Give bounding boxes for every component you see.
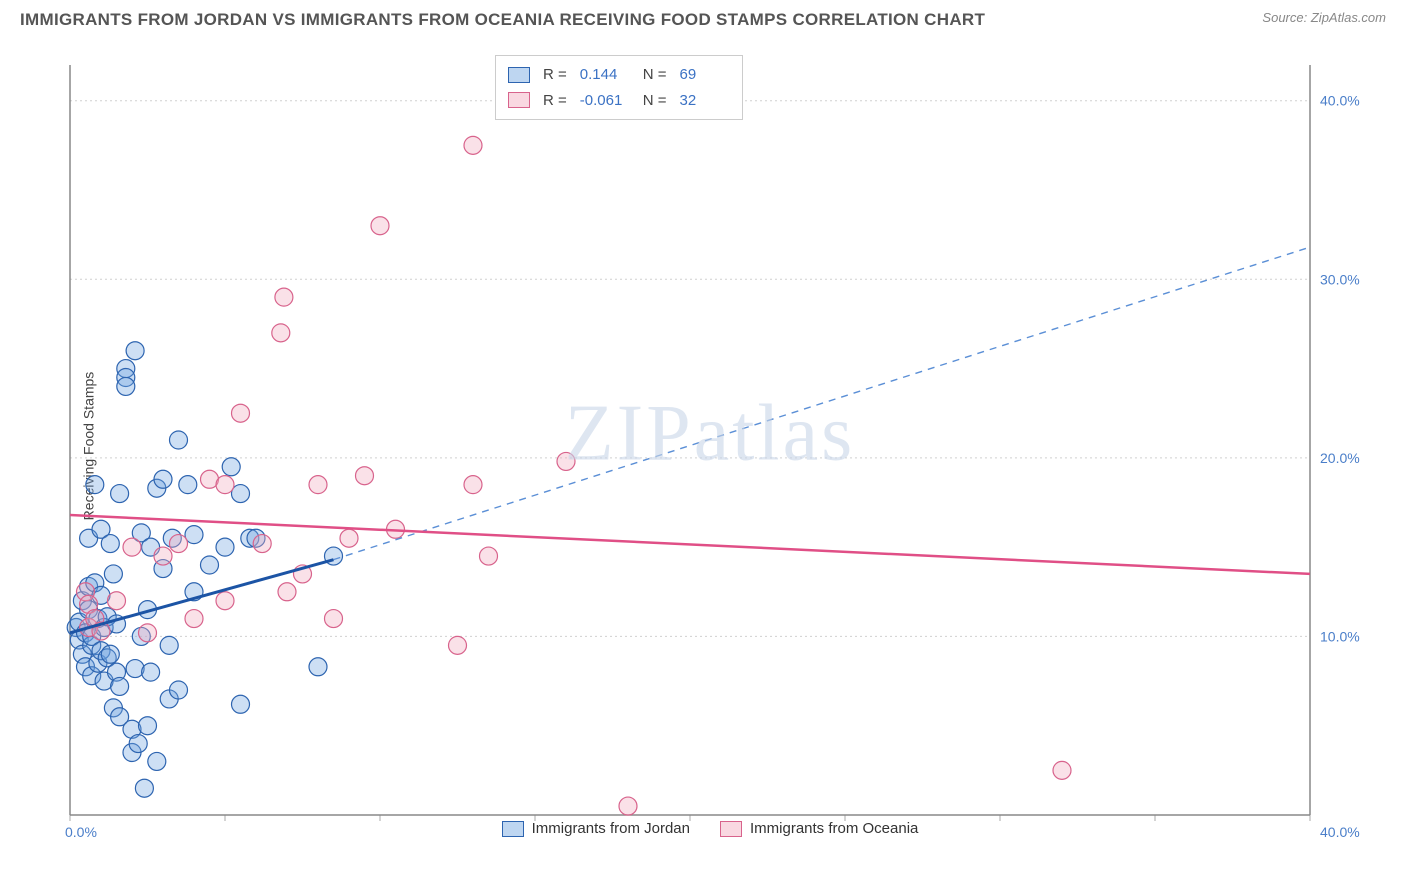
chart-area: ZIPatlas 10.0%20.0%30.0%40.0%0.0%40.0% R… xyxy=(50,55,1370,845)
svg-text:30.0%: 30.0% xyxy=(1320,271,1360,287)
stats-box: R = 0.144 N = 69 R = -0.061 N = 32 xyxy=(495,55,743,120)
source-label: Source: ZipAtlas.com xyxy=(1262,10,1386,25)
scatter-chart: 10.0%20.0%30.0%40.0%0.0%40.0% xyxy=(50,55,1370,845)
bottom-legend: Immigrants from Jordan Immigrants from O… xyxy=(50,820,1370,837)
legend-item-jordan: Immigrants from Jordan xyxy=(502,820,690,837)
source-link[interactable]: ZipAtlas.com xyxy=(1311,10,1386,25)
swatch-pink xyxy=(508,92,530,108)
swatch-pink xyxy=(720,821,742,837)
legend-item-oceania: Immigrants from Oceania xyxy=(720,820,918,837)
svg-text:10.0%: 10.0% xyxy=(1320,628,1360,644)
chart-title: IMMIGRANTS FROM JORDAN VS IMMIGRANTS FRO… xyxy=(20,10,985,30)
svg-text:40.0%: 40.0% xyxy=(1320,93,1360,109)
stats-row-jordan: R = 0.144 N = 69 xyxy=(508,62,730,88)
stats-row-oceania: R = -0.061 N = 32 xyxy=(508,88,730,114)
svg-text:20.0%: 20.0% xyxy=(1320,450,1360,466)
swatch-blue xyxy=(508,67,530,83)
swatch-blue xyxy=(502,821,524,837)
